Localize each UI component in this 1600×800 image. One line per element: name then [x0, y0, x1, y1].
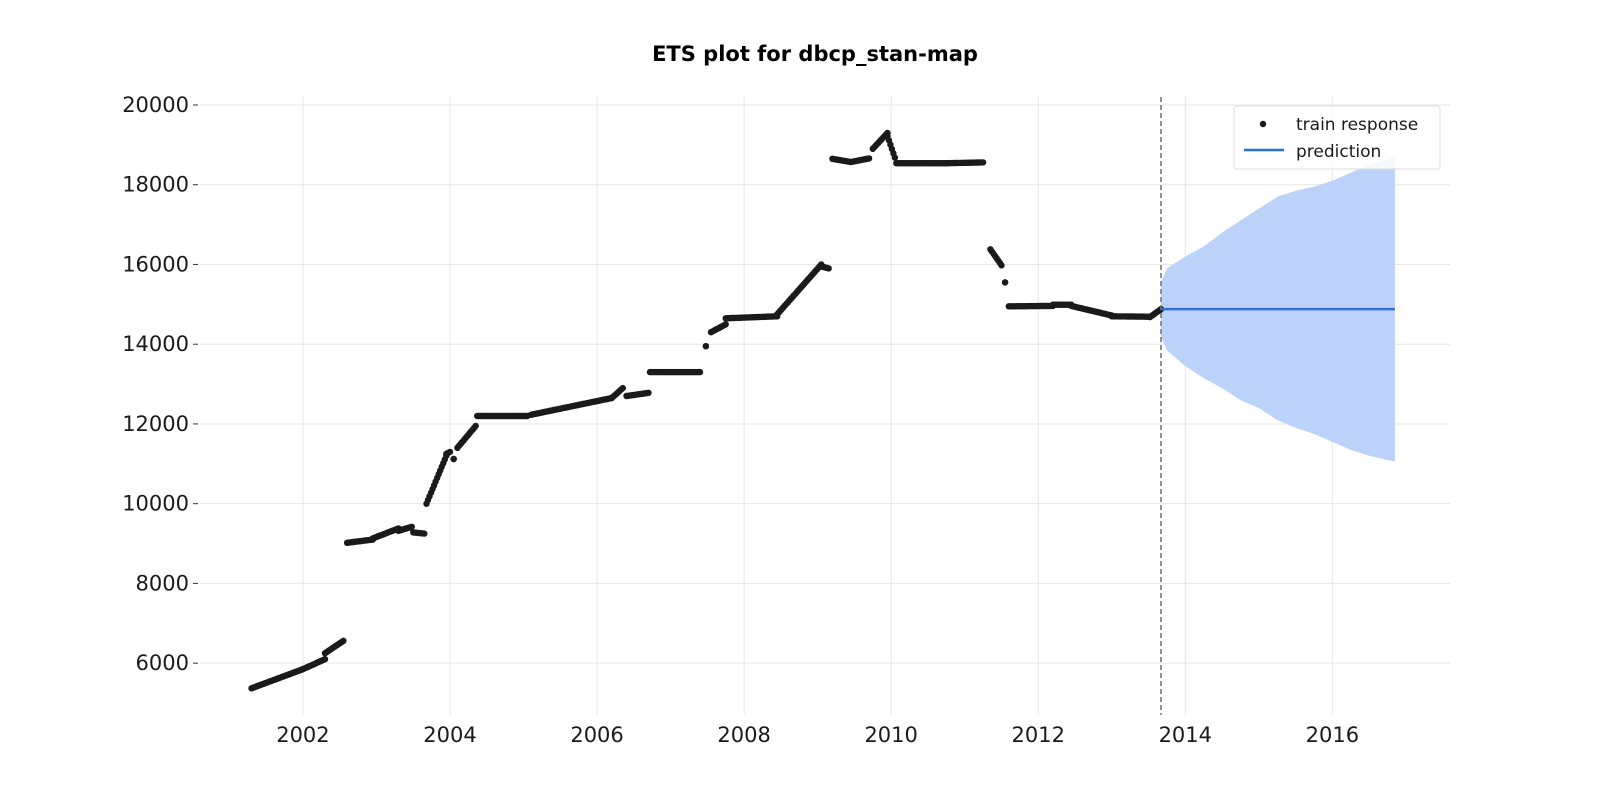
train-point — [321, 656, 329, 663]
train-points-layer — [248, 129, 1165, 692]
train-point — [979, 159, 987, 166]
y-tick-label: 14000 — [122, 332, 189, 356]
y-tick-label: 16000 — [122, 252, 189, 276]
train-point — [891, 154, 899, 161]
x-tick-label: 2010 — [864, 723, 917, 747]
train-point — [865, 155, 873, 162]
train-point — [619, 384, 626, 392]
train-point — [702, 343, 710, 350]
train-point — [408, 523, 415, 530]
y-tick-label: 8000 — [136, 571, 189, 595]
y-tick-label: 18000 — [122, 173, 189, 197]
train-point — [472, 422, 479, 430]
prediction-line-layer — [1160, 97, 1395, 715]
x-tick-label: 2006 — [570, 723, 623, 747]
train-point — [446, 448, 454, 456]
train-point — [450, 455, 457, 463]
legend-train-label: train response — [1296, 115, 1418, 135]
axis-layer: 6000 8000 10000 12000 14000 16000 18000 20000 20… — [122, 93, 1359, 747]
legend-prediction-label: prediction — [1296, 142, 1381, 162]
x-tick-label: 2014 — [1159, 723, 1212, 747]
train-point — [998, 262, 1005, 269]
y-tick-label: 12000 — [122, 412, 189, 436]
x-tick-label: 2012 — [1012, 723, 1065, 747]
x-tick-label: 2002 — [276, 723, 329, 747]
y-tick-label: 20000 — [122, 93, 189, 117]
legend-box — [1233, 105, 1441, 170]
legend-train-marker — [1259, 120, 1267, 128]
train-point — [825, 265, 832, 272]
chart-title: ETS plot for dbcp_stan-map — [652, 42, 978, 66]
train-point — [696, 368, 704, 376]
x-tick-label: 2016 — [1306, 723, 1359, 747]
y-tick-label: 6000 — [136, 651, 189, 675]
train-point — [340, 637, 347, 644]
y-tick-label: 10000 — [122, 492, 189, 516]
train-point — [722, 321, 729, 328]
train-point — [1001, 279, 1009, 286]
x-tick-label: 2008 — [717, 723, 770, 747]
train-point — [421, 530, 428, 537]
train-point — [645, 389, 652, 396]
x-tick-label: 2004 — [423, 723, 476, 747]
legend: train response prediction — [1233, 105, 1441, 170]
